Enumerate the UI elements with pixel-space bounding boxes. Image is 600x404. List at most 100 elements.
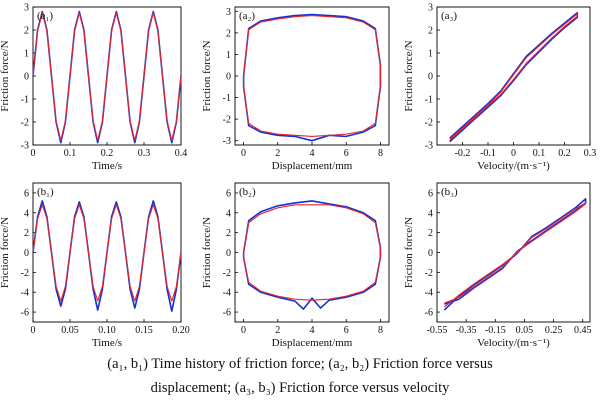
x-tick-label: 0.2 [558,148,571,159]
x-tick-label: 0.1 [533,148,546,159]
x-tick-label: 4 [310,148,315,159]
x-tick-label: 8 [378,148,383,159]
figure-caption-line-2: displacement; (a₃, b₃) Friction force ve… [150,380,450,396]
x-tick-label: 0.1 [64,148,77,159]
figure-caption-line-1: (a₁, b₁) Time history of friction force;… [107,356,493,372]
y-tick-label: -6 [425,308,433,319]
x-tick-label: 0 [241,148,246,159]
y-tick-label: -4 [21,288,29,299]
chart-panel-b3: -0.55 -0.35 -0.15 0.05 0.25 0.45 -6 -4 -2 0 2 4 6 (b₃… [403,182,592,349]
x-tick-label: 0.15 [135,325,153,336]
series-line-red [449,13,578,141]
y-tick-label: 3 [226,7,231,18]
x-tick-label: 2 [275,148,280,159]
y-tick-label: 1 [226,50,231,61]
x-tick-label: 6 [344,325,349,336]
chart-panel-a2: 0 2 4 6 8 -3 -2 -1 0 1 2 3 (a₂) Displacement/mm Fricti… [201,6,390,172]
x-tick-label: 0.45 [574,325,592,336]
y-tick-label: -1 [425,95,433,106]
x-axis-label: Displacement/mm [272,160,353,172]
y-tick-label: -2 [425,268,433,279]
series-line-blue [242,200,382,310]
chart-panel-b2: 0 2 4 6 8 -6 -4 -2 0 2 4 6 (b₂) Displacement/mm Fricti… [201,182,390,349]
y-tick-label: 0 [226,248,231,259]
x-tick-label: -0.35 [456,325,477,336]
plot-frame [436,182,591,323]
x-tick-label: -0.15 [485,325,506,336]
y-tick-label: 4 [428,208,433,219]
plot-frame [436,6,591,146]
y-tick-label: -6 [223,308,231,319]
y-tick-label: -2 [223,115,231,126]
x-tick-label: 0.3 [138,148,151,159]
plot-frame [234,182,390,323]
y-tick-label: 2 [428,26,433,37]
y-tick-label: 0 [24,248,29,259]
series-line-red [32,204,182,302]
y-tick-label: 3 [24,3,29,14]
series-line-blue [443,198,587,311]
panel-label: (a₂) [239,10,255,22]
x-tick-label: 0.25 [545,325,563,336]
x-tick-label: 0.2 [101,148,114,159]
y-tick-label: 4 [226,208,231,219]
series-line-red [243,204,381,301]
y-tick-label: -3 [425,141,433,152]
x-tick-label: 0 [31,325,36,336]
x-tick-label: 0.05 [61,325,79,336]
y-axis-label: Friction force/N [403,40,415,111]
x-tick-label: -0.55 [427,325,448,336]
y-axis-label: Friction force/N [0,40,11,111]
x-tick-label: 6 [344,148,349,159]
x-tick-label: 0.20 [172,325,190,336]
y-tick-label: 2 [24,228,29,239]
y-tick-label: -3 [223,136,231,147]
panel-label: (b₃) [441,186,458,198]
y-tick-label: 2 [24,26,29,37]
plot-frame [234,6,390,146]
series-line-blue [242,13,382,142]
y-tick-label: -4 [223,288,231,299]
y-axis-label: Friction force/N [403,217,415,288]
y-tick-label: -2 [425,118,433,129]
chart-panel-b1: 0 0.05 0.10 0.15 0.20 -6 -4 -2 0 2 4 6 (b₁) Time/s Fri… [0,182,190,349]
series-line-red [443,202,587,308]
x-tick-label: -0.1 [480,148,496,159]
y-tick-label: 2 [428,228,433,239]
x-tick-label: 0.10 [98,325,116,336]
y-tick-label: -3 [21,141,29,152]
y-tick-label: -4 [425,288,433,299]
x-tick-label: -0.2 [455,148,471,159]
y-tick-label: -2 [21,268,29,279]
y-tick-label: -6 [21,308,29,319]
y-tick-label: 1 [428,49,433,60]
x-axis-label: Displacement/mm [272,337,353,349]
y-tick-label: 6 [24,188,29,199]
y-tick-label: 2 [226,228,231,239]
y-tick-label: 0 [428,248,433,259]
y-tick-label: 0 [428,72,433,83]
x-tick-label: 0 [31,148,36,159]
panel-label: (a₃) [441,10,457,22]
x-axis-label: Time/s [92,160,122,172]
y-tick-label: 4 [24,208,29,219]
panel-label: (b₂) [239,186,256,198]
x-tick-label: 0 [511,148,516,159]
x-axis-label: Time/s [92,337,122,349]
y-tick-label: 1 [24,49,29,60]
series-line-red [243,15,381,137]
y-tick-label: 2 [226,28,231,39]
x-tick-label: 0.3 [584,148,597,159]
panel-label: (b₁) [37,186,54,198]
y-axis-label: Friction force/N [201,217,213,288]
x-axis-label: Velocity/(m·s⁻¹) [477,160,550,172]
chart-panel-a3: -0.2 -0.1 0 0.1 0.2 0.3 -3 -2 -1 0 1 2 3 (a₃) Velocity… [403,3,596,173]
series-line-red [32,12,182,141]
y-tick-label: 0 [24,72,29,83]
x-tick-label: 0.4 [175,148,188,159]
y-axis-label: Friction force/N [201,40,213,111]
y-tick-label: -1 [223,93,231,104]
x-tick-label: 2 [275,325,280,336]
y-tick-label: -1 [21,95,29,106]
x-tick-label: 0.05 [516,325,534,336]
